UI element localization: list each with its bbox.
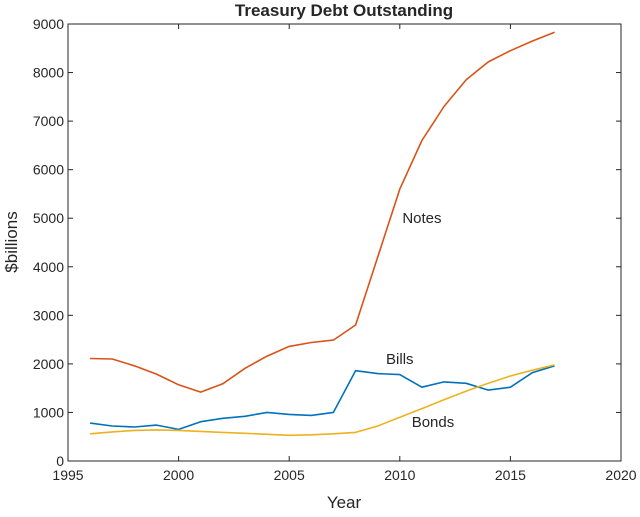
series-annotations: Notes Bills Bonds [386,210,454,431]
chart-title: Treasury Debt Outstanding [235,1,453,20]
x-tick-label: 2010 [384,467,415,483]
x-tick-label: 2020 [605,467,636,483]
x-tick-label: 2015 [495,467,526,483]
series-lines [89,31,555,437]
plot-area-frame [67,23,622,462]
y-tick-label: 3000 [33,307,64,323]
y-tick-label: 9000 [33,16,64,32]
annotation-notes: Notes [402,210,441,227]
y-tick-label: 4000 [33,259,64,275]
y-tick-label: 8000 [33,65,64,81]
annotation-bills: Bills [386,351,414,368]
y-axis-title: $billions [2,211,21,272]
x-tick-label: 1995 [52,467,83,483]
y-tick-label: 1000 [33,404,64,420]
series-line-bonds [90,364,555,437]
axes: 1995 2000 2005 2010 2015 2020 0 1000 2000 3000 400… [33,16,637,483]
y-tick-label: 2000 [33,356,64,372]
x-axis-title: Year [327,493,362,512]
y-tick-label: 7000 [33,113,64,129]
series-line-notes [90,31,555,393]
y-tick-label: 0 [56,453,64,469]
annotation-bonds: Bonds [412,414,455,431]
y-tick-label: 6000 [33,162,64,178]
x-tick-label: 2005 [274,467,305,483]
x-tick-label: 2000 [163,467,194,483]
y-tick-label: 5000 [33,210,64,226]
